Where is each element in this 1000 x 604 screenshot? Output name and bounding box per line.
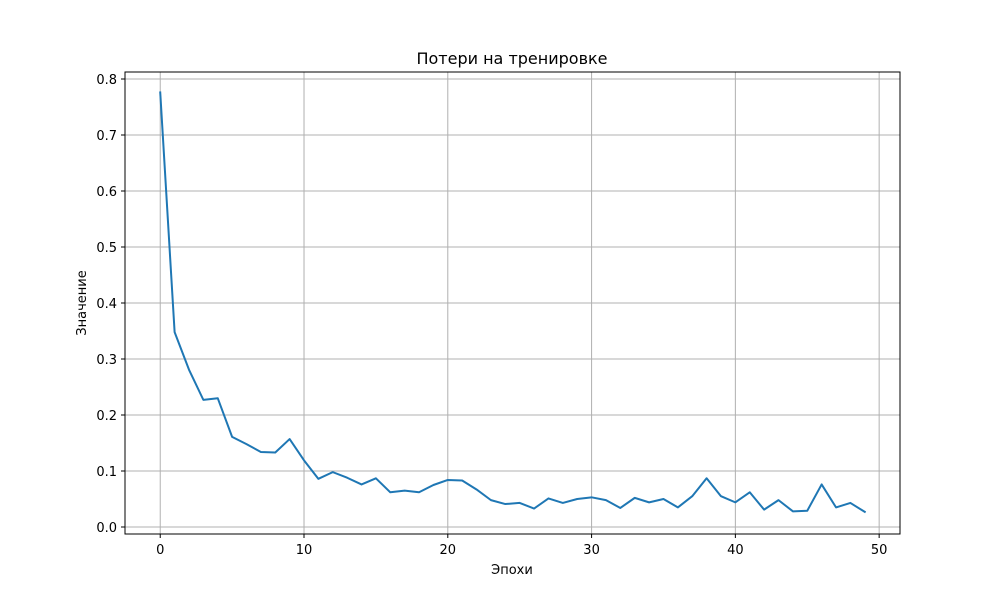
data-point [662,498,664,500]
data-point [361,483,363,485]
y-axis-ticks: 0.0 0.1 0.2 0.3 0.4 0.5 0.6 0.7 0.8 [96,73,125,536]
data-point [778,499,780,501]
x-axis-ticks: 0 10 20 30 40 50 [156,534,887,558]
data-point [289,438,291,440]
data-point [849,502,851,504]
data-point [547,497,549,499]
data-point [821,483,823,485]
data-point [217,397,219,399]
data-point [174,331,176,333]
data-point [691,495,693,497]
data-point [519,502,521,504]
data-point [432,484,434,486]
y-tick-label: 0.1 [96,465,117,480]
data-point [476,488,478,490]
data-point [231,436,233,438]
data-point [634,497,636,499]
data-point [763,509,765,511]
data-point [490,499,492,501]
y-tick-label: 0.6 [96,185,117,200]
y-tick-label: 0.7 [96,129,117,144]
data-point [389,491,391,493]
x-tick-label: 30 [583,543,600,558]
data-point [303,459,305,461]
data-point [317,478,319,480]
data-point [734,501,736,503]
data-point [706,477,708,479]
chart-title: Потери на тренировке [416,49,607,68]
data-point [332,471,334,473]
data-point [677,506,679,508]
series-layer [159,91,867,514]
data-point [375,477,377,479]
x-tick-label: 50 [871,543,888,558]
data-point [591,496,593,498]
data-point [605,499,607,501]
y-tick-label: 0.0 [96,521,117,536]
data-point [461,480,463,482]
data-point [562,502,564,504]
y-axis-label: Значение [75,270,90,335]
y-gridlines [125,78,900,528]
data-point [576,498,578,500]
x-axis-label: Эпохи [491,563,533,578]
data-point [274,452,276,454]
data-point [447,479,449,481]
data-point [346,477,348,479]
x-tick-label: 0 [156,543,164,558]
data-point [202,399,204,401]
y-tick-label: 0.5 [96,241,117,256]
x-tick-label: 10 [296,543,313,558]
data-point [720,495,722,497]
data-point [418,491,420,493]
data-point [260,451,262,453]
y-tick-label: 0.3 [96,353,117,368]
loss-series-line [159,91,867,514]
data-point [159,91,161,93]
data-point [835,506,837,508]
data-point [648,501,650,503]
data-point [504,503,506,505]
data-point [188,369,190,371]
x-tick-label: 20 [440,543,457,558]
data-point [792,510,794,512]
data-point [864,511,866,513]
data-point [619,507,621,509]
data-point [749,491,751,493]
y-tick-label: 0.8 [96,73,117,88]
x-tick-label: 40 [727,543,744,558]
y-tick-label: 0.4 [96,297,117,312]
data-point [533,508,535,510]
data-point [806,510,808,512]
data-point [246,443,248,445]
data-point [404,490,406,492]
y-tick-label: 0.2 [96,409,117,424]
